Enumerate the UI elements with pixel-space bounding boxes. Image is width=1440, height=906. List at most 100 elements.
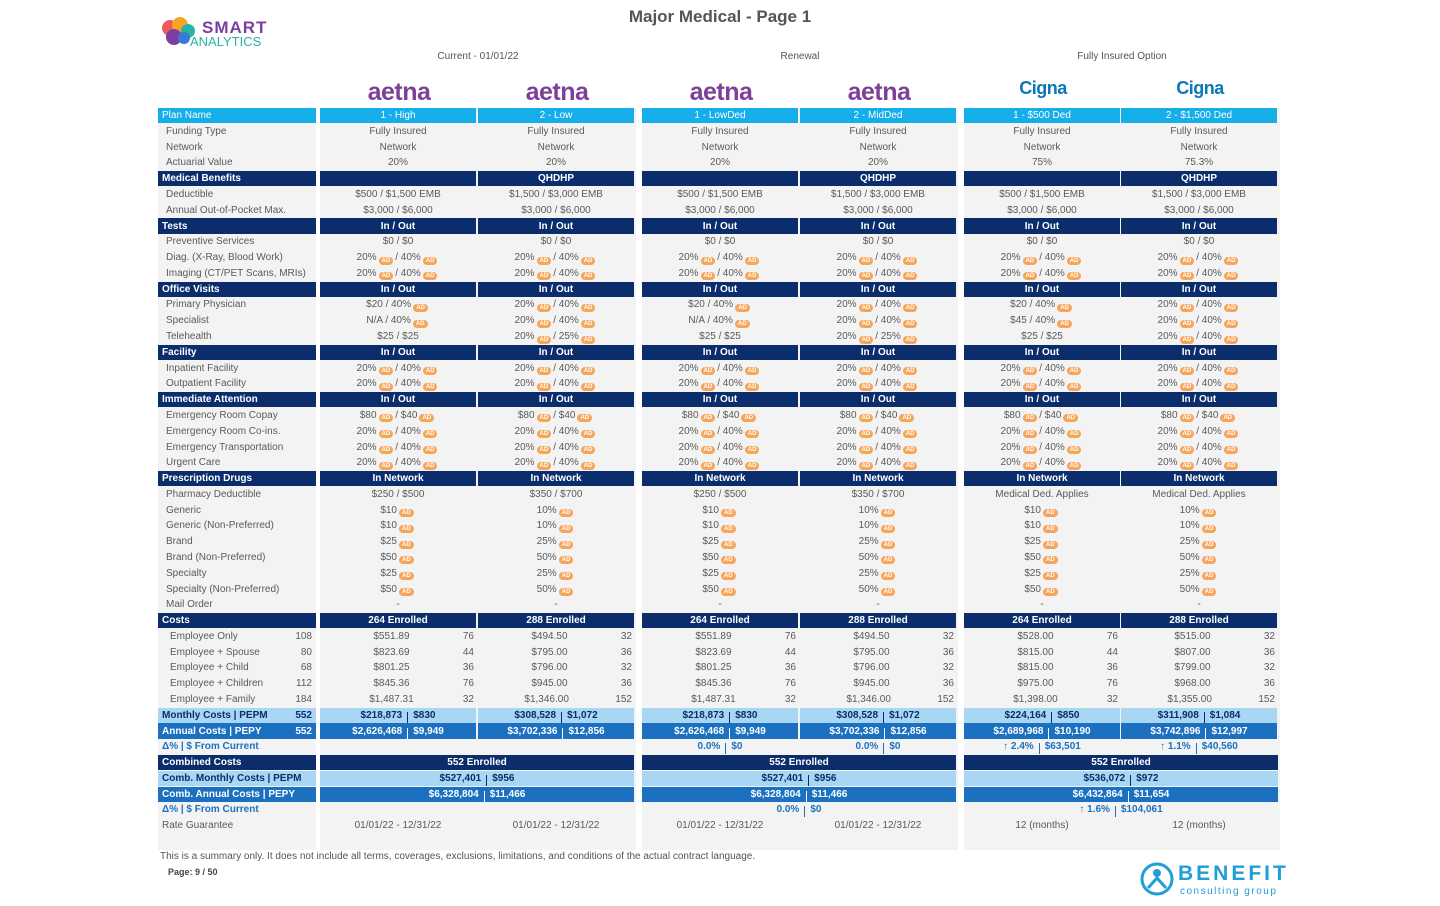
cell-text: $3,000 / $6,000 xyxy=(685,204,755,216)
section-head-text: In / Out xyxy=(380,220,416,232)
badge: AD xyxy=(1223,446,1239,454)
section-head xyxy=(320,171,476,187)
cell-part: 20% xyxy=(1157,362,1178,374)
badge: AD xyxy=(1022,256,1038,265)
row-label: Preventive Services xyxy=(158,234,316,249)
cell-part: / 40% xyxy=(1039,441,1065,453)
badge: AD xyxy=(744,382,760,391)
cost-value: $551.89 xyxy=(695,630,732,642)
benefit-cell: $80 AD / $40 AD xyxy=(964,408,1120,423)
cell-text: Network xyxy=(1180,141,1218,153)
row-label: Generic (Non-Preferred) xyxy=(158,518,316,533)
benefit-cell: $25 / $25 xyxy=(964,329,1120,344)
benefit-cell: 20% AD/ 40% AD xyxy=(800,250,956,265)
summary-cell: $308,528 $1,072 xyxy=(478,707,634,723)
benefit-cell: 20% AD/ 40% AD xyxy=(1121,376,1277,391)
pair-sep xyxy=(483,790,485,802)
summary-cell: $3,702,336 $12,856 xyxy=(800,723,956,739)
section-head: In / Out xyxy=(478,218,634,234)
section-title: Immediate Attention xyxy=(158,392,316,408)
cell-part: / $40 xyxy=(875,409,898,421)
badge: AD xyxy=(399,509,414,518)
benefit-cell: 20% AD/ 40% AD xyxy=(800,455,956,470)
pair-a: ↑ 1.1% xyxy=(1160,741,1191,753)
cell-part: 20% xyxy=(836,252,857,264)
badge: AD xyxy=(902,461,918,470)
cell-part: / 40% xyxy=(395,441,421,453)
badge: AD xyxy=(741,414,757,423)
badge: AD xyxy=(536,382,552,391)
cell-part: / 40% xyxy=(1196,299,1222,311)
badge: AD xyxy=(1220,414,1236,423)
badge: AD xyxy=(1066,256,1082,265)
cost-cell: $945.00 36 xyxy=(478,676,634,691)
summary-label-text: Annual Costs | PEPY xyxy=(162,725,262,737)
benefit-cell: 20% AD/ 25% AD xyxy=(478,329,634,344)
cell-part: $80 xyxy=(517,409,535,421)
pair-sep xyxy=(407,727,409,739)
badge: AD xyxy=(1223,382,1239,391)
cost-count: 32 xyxy=(1106,693,1118,705)
summary-cell: $224,164 $850 xyxy=(964,707,1120,723)
badge: AD xyxy=(721,524,736,533)
pair-b: $830 xyxy=(413,709,436,721)
badge: AD xyxy=(858,319,874,328)
section-head: QHDHP xyxy=(800,171,956,187)
row-label: Mail Order xyxy=(158,597,316,612)
pair-b: $9,949 xyxy=(735,725,766,737)
benefit-cell: $3,000 / $6,000 xyxy=(1121,203,1277,218)
section-title-text: Prescription Drugs xyxy=(162,473,253,485)
cell-text: 20% xyxy=(545,157,566,169)
row-label: Employee + Children 112 xyxy=(158,676,316,691)
section-head-text: In / Out xyxy=(1181,346,1217,358)
benefit-cell: - xyxy=(478,597,634,612)
combined-head-cell: 552 Enrolled xyxy=(320,754,634,771)
badge: AD xyxy=(1043,540,1058,549)
cell-part: / 40% xyxy=(1039,267,1065,279)
section-head-text: In Network xyxy=(694,473,746,485)
summary-cell: 0.0% $0 xyxy=(642,739,798,755)
benefit-cell: 25% AD xyxy=(800,534,956,549)
cell-part: $25 xyxy=(1024,536,1041,548)
badge: AD xyxy=(378,461,394,470)
pair-a: $224,164 xyxy=(1004,709,1047,721)
badge: AD xyxy=(902,367,918,376)
pair-a: $3,702,336 xyxy=(507,725,558,737)
benefit-cell: 10% AD xyxy=(478,518,634,533)
benefit-cell: Medical Ded. Applies xyxy=(964,487,1120,502)
summary-cell xyxy=(320,739,476,754)
carrier-logo: aetna xyxy=(525,78,589,106)
cell-part: 10% xyxy=(858,504,879,516)
combined-cell xyxy=(320,802,634,817)
pair-b: $1,072 xyxy=(567,709,598,721)
group-header: Renewal xyxy=(780,51,820,62)
cell-text: Fully Insured xyxy=(1013,125,1071,137)
row-label: Annual Out-of-Pocket Max. xyxy=(158,203,316,218)
plan-cell: 1 - LowDed xyxy=(642,108,798,124)
badge: AD xyxy=(700,414,716,423)
cost-cell: $796.00 32 xyxy=(478,660,634,675)
badge: AD xyxy=(422,367,438,376)
benefit-cell: $25 AD xyxy=(964,566,1120,581)
badge: AD xyxy=(880,572,896,581)
cost-cell: $1,355.00 152 xyxy=(1121,692,1277,707)
benefit-cell: $10 AD xyxy=(320,503,476,518)
cost-count: 152 xyxy=(1258,693,1275,705)
benefit-cell: $45 / 40% AD xyxy=(964,313,1120,328)
benefit-cell: 20% AD/ 40% AD xyxy=(964,266,1120,281)
cell-part: / 40% xyxy=(395,267,421,279)
row-label-text: Mail Order xyxy=(166,599,213,611)
pair-sep xyxy=(562,727,564,739)
rate-cell: 01/01/22 - 12/31/22 xyxy=(478,818,634,833)
cell-part: 20% xyxy=(356,252,377,264)
pair-a: $6,328,804 xyxy=(428,788,479,800)
plan-name: 1 - LowDed xyxy=(694,110,746,122)
cell-part: / 40% xyxy=(1196,267,1222,279)
pair-b: $9,949 xyxy=(413,725,444,737)
cell-part: 20% xyxy=(356,267,377,279)
benefit-cell: 20% AD/ 40% AD xyxy=(964,376,1120,391)
section-title: Costs xyxy=(158,612,316,629)
row-label-text: Employee + Child xyxy=(170,662,249,674)
badge: AD xyxy=(536,256,552,265)
benefit-cell: $10 AD xyxy=(320,518,476,533)
